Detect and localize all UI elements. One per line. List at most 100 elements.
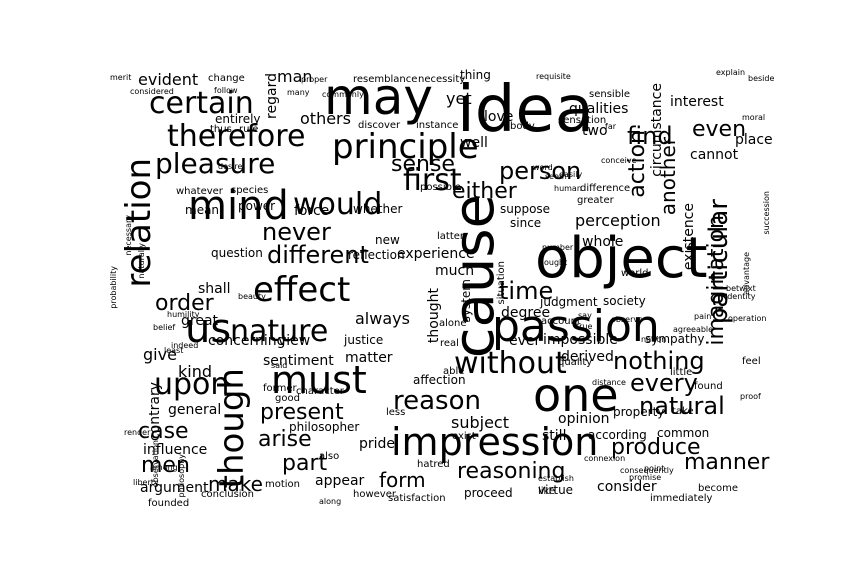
word-present: present	[260, 400, 344, 425]
word-us: us	[185, 306, 232, 352]
word-whole: whole	[582, 234, 624, 250]
word-concerning: concerning	[208, 333, 286, 349]
word-either: either	[452, 179, 517, 204]
word-perception: perception	[575, 211, 661, 230]
word-common: common	[657, 426, 710, 440]
word-thing: thing	[460, 69, 491, 82]
word-thought: thought	[426, 288, 442, 344]
word-different: different	[267, 241, 369, 269]
word-account: account	[541, 316, 581, 327]
word-distance: distance	[592, 378, 626, 387]
word-true: true	[576, 322, 593, 331]
word-exist: exist	[452, 431, 476, 442]
word-justice: justice	[344, 333, 384, 347]
word-force: force	[294, 203, 330, 219]
word-cloud: idea may object cause passion one princi…	[108, 69, 778, 507]
word-love: love	[484, 109, 514, 125]
word-since: since	[510, 216, 542, 230]
word-notion: notion	[641, 335, 667, 344]
word-reason: reason	[393, 386, 481, 416]
word-evident: evident	[138, 70, 199, 89]
word-shall: shall	[198, 281, 231, 297]
word-pain: pain	[694, 312, 712, 321]
word-desire: desire	[218, 162, 243, 171]
word-quality: quality	[558, 357, 593, 368]
word-view: view	[278, 333, 311, 349]
word-derived: derived	[561, 349, 614, 365]
word-suppose: suppose	[500, 202, 551, 216]
word-without: without	[454, 346, 567, 381]
word-say: say	[578, 311, 592, 320]
word-entirely: entirely	[215, 112, 261, 126]
word-particular: particular	[704, 199, 734, 325]
word-whatever: whatever	[176, 186, 223, 197]
word-nature: nature	[230, 314, 329, 349]
word-advantage: advantage	[742, 252, 751, 295]
word-reflection: reflection	[348, 248, 405, 262]
word-men: men	[141, 453, 190, 478]
word-little: little	[670, 367, 693, 378]
word-degree: degree	[501, 305, 551, 321]
word-power: power	[238, 199, 276, 213]
word-hatred: hatred	[417, 459, 450, 470]
word-good: good	[275, 393, 300, 404]
word-must: must	[271, 358, 367, 402]
word-never: never	[262, 218, 331, 246]
word-part: part	[282, 451, 328, 476]
word-found: found	[694, 381, 723, 392]
word-point: point	[644, 464, 665, 473]
word-two: two	[582, 123, 608, 139]
word-human: human	[554, 184, 582, 193]
word-according: according	[588, 428, 647, 442]
word-sympathy: sympathy	[645, 332, 705, 346]
word-even: even	[692, 117, 747, 142]
word-like: like	[538, 486, 556, 497]
word-probability: probability	[109, 266, 118, 309]
word-liberty: liberty	[133, 478, 159, 487]
word-make: make	[208, 472, 263, 496]
word-conclusion: conclusion	[201, 489, 255, 500]
word-humility: humility	[167, 310, 200, 319]
word-society: society	[603, 294, 646, 308]
word-philosophy: philosophy	[177, 454, 186, 498]
word-word: word	[533, 163, 553, 172]
word-sense: sense	[391, 152, 455, 177]
word-mind: mind	[188, 183, 289, 229]
word-property: property	[613, 405, 665, 419]
word-mean: mean	[185, 203, 220, 217]
word-matter: matter	[345, 350, 393, 366]
word-easily: easily	[559, 170, 583, 179]
word-indeed: indeed	[171, 341, 199, 350]
word-nothing: nothing	[613, 347, 705, 375]
word-real: real	[440, 338, 459, 349]
word-agreeable: agreeable	[673, 325, 714, 334]
word-first: first	[403, 163, 462, 198]
word-commonly: commonly	[322, 90, 364, 99]
word-resemblance: resemblance	[353, 74, 418, 85]
word-produce: produce	[611, 435, 701, 460]
word-instance: instance	[416, 120, 459, 131]
word-necessary: necessary	[124, 215, 133, 256]
word-appear: appear	[315, 473, 365, 489]
word-become: become	[698, 483, 739, 494]
word-motion: motion	[265, 479, 301, 490]
word-connexion: connexion	[584, 454, 626, 463]
word-others: others	[300, 109, 351, 128]
word-reasoning: reasoning	[457, 459, 566, 484]
word-betwixt: betwixt	[726, 284, 756, 293]
word-thus: thus	[210, 124, 232, 135]
word-among: among	[150, 463, 178, 472]
word-virtue: virtue	[538, 483, 574, 497]
word-render: render	[124, 428, 151, 437]
word-idea: idea	[457, 73, 594, 147]
word-least: least	[164, 346, 184, 355]
word-still: still	[542, 428, 567, 444]
word-subject: subject	[451, 413, 509, 432]
word-circumstance: circumstance	[649, 83, 665, 177]
word-certain: certain	[149, 86, 254, 121]
word-would: would	[293, 187, 383, 222]
word-character: character	[296, 386, 344, 397]
word-proper: proper	[301, 75, 328, 84]
word-immediately: immediately	[650, 493, 713, 504]
word-judgment: judgment	[540, 295, 598, 309]
